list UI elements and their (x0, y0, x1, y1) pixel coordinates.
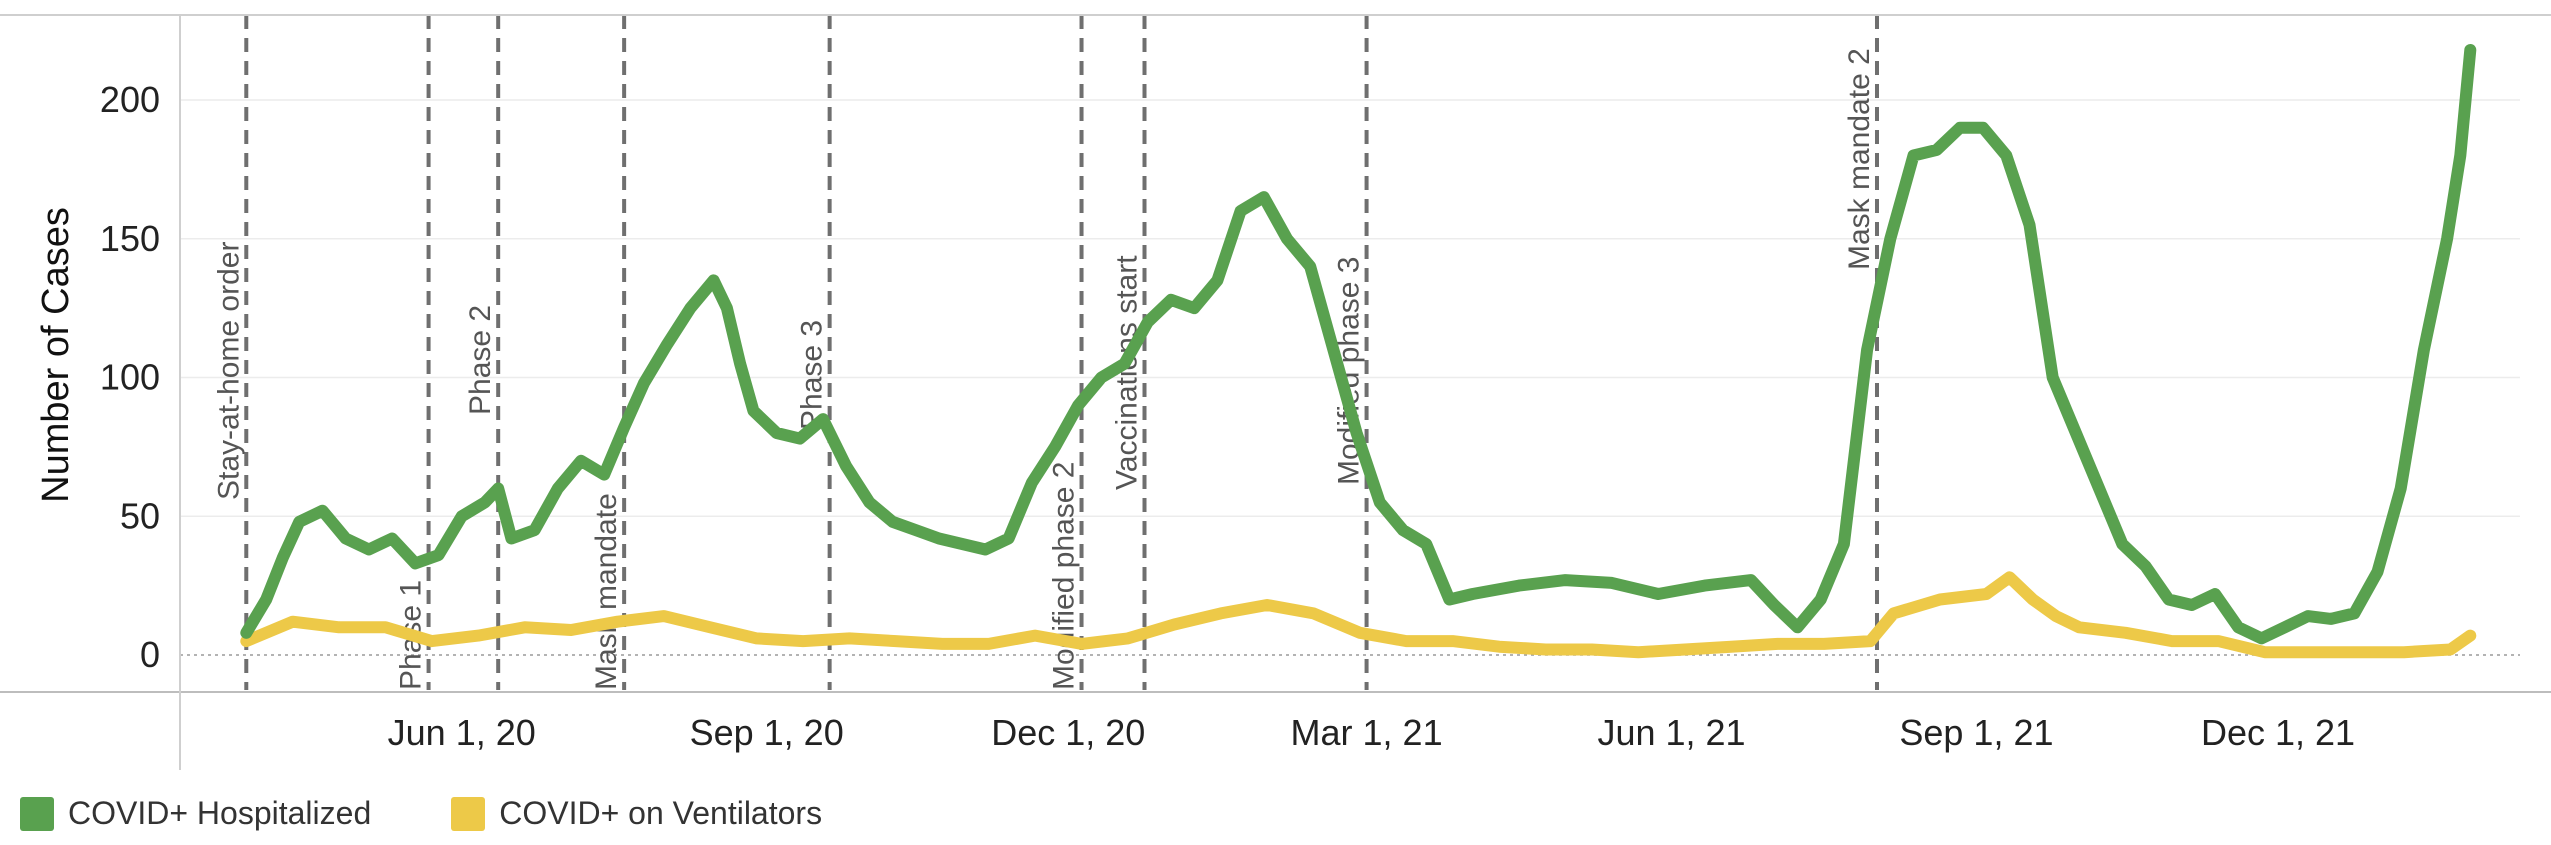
event-label: Phase 3 (796, 320, 829, 430)
x-tick-label: Sep 1, 20 (690, 712, 844, 753)
x-tick-label: Jun 1, 20 (388, 712, 536, 753)
event-label: Mask mandate 2 (1843, 48, 1876, 270)
x-tick-label: Dec 1, 20 (991, 712, 1145, 753)
series-hospitalized-line (240, 44, 2477, 645)
x-tick-label: Sep 1, 21 (1899, 712, 2053, 753)
legend-item: COVID+ on Ventilators (451, 795, 822, 832)
y-tick-label: 50 (120, 495, 160, 536)
legend-swatch (451, 796, 486, 831)
event-label: Mask mandate (590, 493, 623, 690)
series-lines (240, 44, 2477, 659)
legend-label: COVID+ on Ventilators (499, 795, 823, 831)
legend-swatch (20, 796, 54, 831)
x-tick-label: Mar 1, 21 (1291, 712, 1443, 753)
legend: COVID+ Hospitalized COVID+ on Ventilators (20, 795, 822, 832)
gridlines (180, 99, 2520, 656)
y-tick-label: 100 (100, 357, 160, 398)
event-label: Phase 2 (464, 305, 497, 415)
series-ventilators-line (240, 571, 2477, 659)
x-tick-label: Dec 1, 21 (2201, 712, 2355, 753)
event-label: Modified phase 2 (1048, 462, 1081, 691)
legend-label: COVID+ Hospitalized (68, 795, 372, 831)
event-label: Stay-at-home order (212, 242, 245, 500)
legend-item: COVID+ Hospitalized (20, 795, 371, 832)
axes: 0 50 100 150 200 Jun 1, 20 Sep 1, 20 Dec 1, 20 M… (0, 14, 2551, 770)
y-axis-title: Number of Cases (35, 207, 77, 503)
y-tick-label: 200 (100, 79, 160, 120)
x-tick-label: Jun 1, 21 (1597, 712, 1745, 753)
y-tick-label: 150 (100, 218, 160, 259)
y-tick-label: 0 (140, 634, 160, 675)
